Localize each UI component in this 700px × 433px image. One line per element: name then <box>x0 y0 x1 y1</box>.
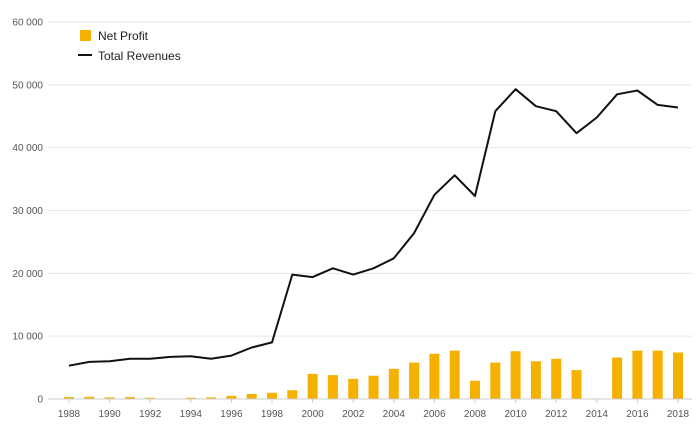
y-tick-label: 40 000 <box>12 143 43 154</box>
net-profit-bar <box>287 390 298 399</box>
net-profit-bar <box>124 397 135 399</box>
net-profit-bar <box>551 358 562 399</box>
total-revenues-line-group <box>68 88 679 367</box>
y-tick-label: 10 000 <box>12 332 43 343</box>
net-profit-bar <box>307 373 318 399</box>
gridlines <box>48 21 692 337</box>
net-profit-bar <box>185 397 196 399</box>
x-tick-label: 2004 <box>383 409 406 420</box>
x-tick-label: 1996 <box>220 409 243 420</box>
x-tick-label: 1994 <box>180 409 203 420</box>
net-profit-bar <box>632 350 643 399</box>
net-profit-bar <box>530 361 541 399</box>
x-tick-label: 2014 <box>586 409 609 420</box>
net-profit-bar <box>327 375 338 399</box>
net-profit-bar <box>388 368 399 399</box>
y-tick-label: 30 000 <box>12 206 43 217</box>
y-tick-label: 50 000 <box>12 80 43 91</box>
x-tick-label: 2018 <box>667 409 690 420</box>
x-tick-label: 2012 <box>545 409 568 420</box>
y-tick-label: 0 <box>37 395 43 406</box>
y-axis-ticks: 0 10 000 20 000 30 000 40 000 50 000 60 000 <box>12 18 43 406</box>
net-profit-bars <box>64 350 683 399</box>
y-tick-label: 60 000 <box>12 18 43 29</box>
x-tick-label: 2002 <box>342 409 365 420</box>
net-profit-bar <box>490 362 501 399</box>
legend-net-profit-label: Net Profit <box>98 29 149 43</box>
x-tick-label: 1992 <box>139 409 162 420</box>
net-profit-bar <box>226 395 237 399</box>
legend-total-revenues-label: Total Revenues <box>98 49 181 63</box>
net-profit-bar <box>206 397 217 399</box>
x-tick-label: 1998 <box>261 409 284 420</box>
x-tick-label: 2010 <box>504 409 527 420</box>
legend: Net Profit Total Revenues <box>78 29 181 63</box>
x-tick-label: 2008 <box>464 409 487 420</box>
net-profit-bar <box>673 352 683 399</box>
net-profit-bar <box>145 397 156 399</box>
x-tick-label: 2000 <box>301 409 324 420</box>
x-tick-label: 2006 <box>423 409 446 420</box>
x-axis-ticks: 1988 1990 1992 1994 1996 1998 2000 2002 2004 2006… <box>58 399 690 420</box>
net-profit-bar <box>409 362 420 399</box>
net-profit-bar <box>652 350 663 399</box>
net-profit-bar <box>368 375 379 399</box>
net-profit-bar <box>510 351 521 399</box>
x-tick-label: 1988 <box>58 409 81 420</box>
x-tick-label: 1990 <box>98 409 121 420</box>
legend-net-profit-swatch <box>80 30 91 41</box>
net-profit-bar <box>246 393 257 399</box>
y-tick-label: 20 000 <box>12 269 43 280</box>
net-profit-bar <box>104 397 115 399</box>
net-profit-bar <box>267 392 277 399</box>
net-profit-bar <box>470 380 480 399</box>
x-tick-label: 2016 <box>626 409 649 420</box>
net-profit-bar <box>449 350 460 399</box>
net-profit-bar <box>429 353 440 399</box>
total-revenues-line <box>68 88 679 367</box>
net-profit-bar <box>348 378 359 399</box>
net-profit-bar <box>571 370 582 399</box>
net-profit-bar <box>612 357 623 399</box>
net-profit-bar <box>64 397 74 399</box>
net-profit-bar <box>84 396 95 399</box>
